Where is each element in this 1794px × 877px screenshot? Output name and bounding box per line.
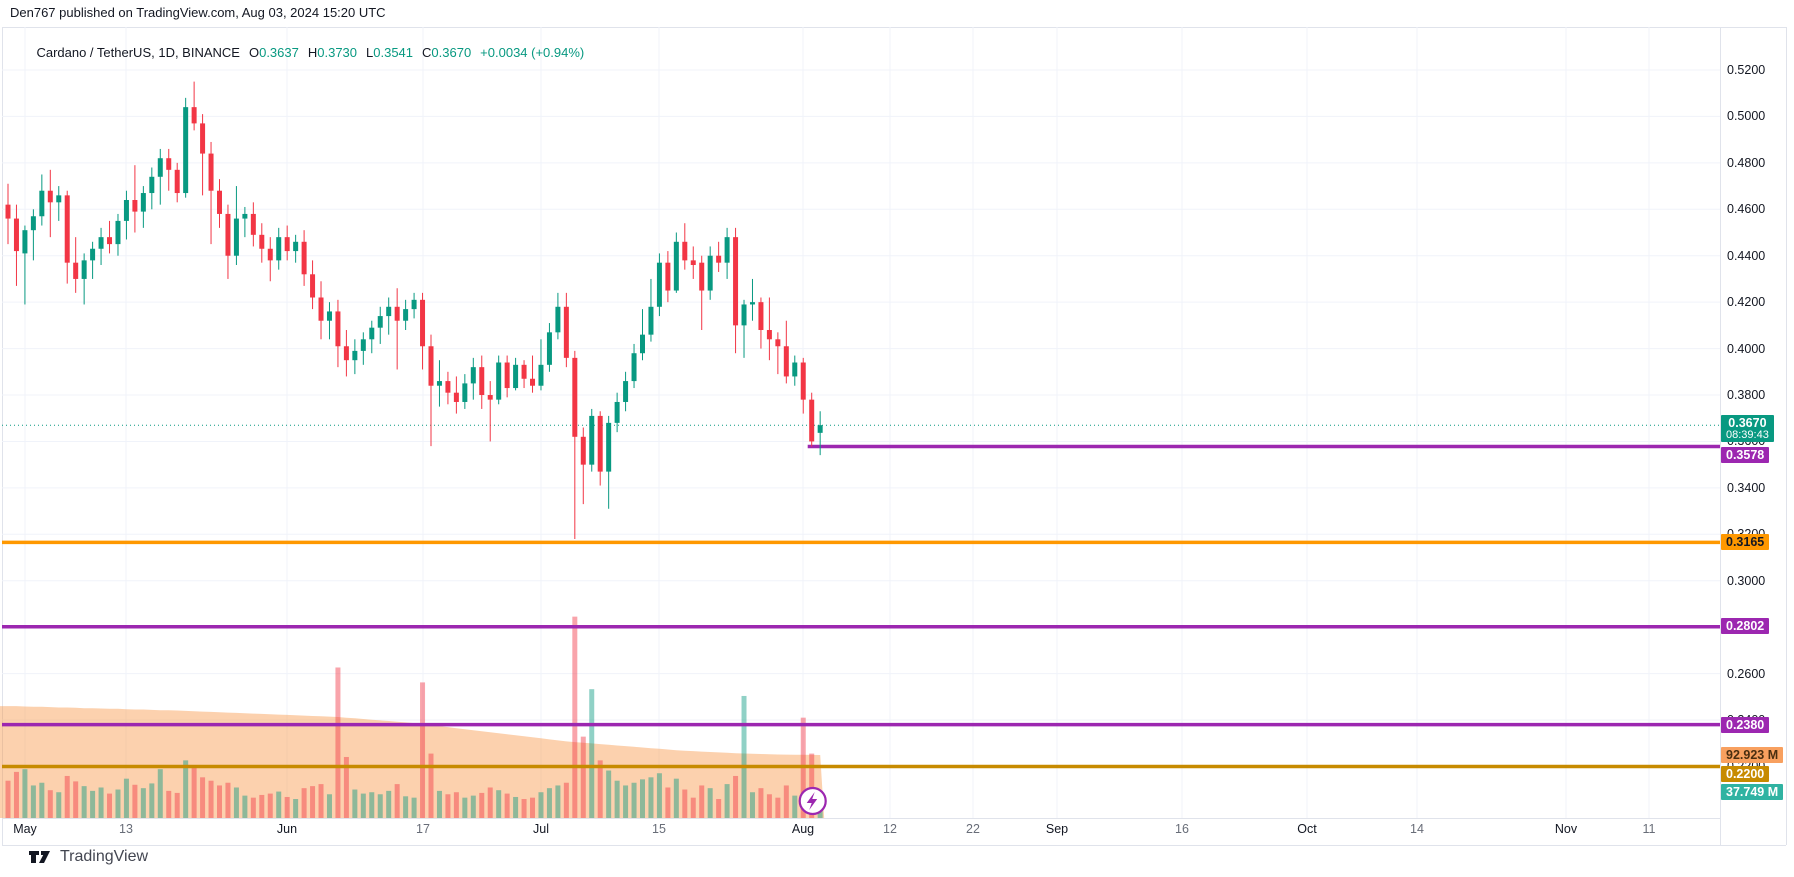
time-tick-22: 22	[966, 822, 980, 836]
axis-badge-0.2802: 0.2802	[1721, 617, 1770, 634]
flash-icon[interactable]	[798, 786, 827, 816]
axis-separator-vertical	[1720, 27, 1721, 845]
close-label: C	[422, 45, 432, 60]
time-tick-13: 13	[119, 822, 133, 836]
time-tick-Sep: Sep	[1045, 822, 1069, 836]
time-tick-14: 14	[1410, 822, 1424, 836]
time-tick-Nov: Nov	[1554, 822, 1578, 836]
axis-badge-0.3578: 0.3578	[1721, 446, 1770, 463]
price-tick-0.4200: 0.4200	[1727, 295, 1766, 310]
time-tick-Aug: Aug	[791, 822, 815, 836]
axis-badge-0.2380: 0.2380	[1721, 716, 1770, 733]
frame-bottom	[2, 845, 1786, 846]
level-lines[interactable]	[2, 444, 1720, 769]
axis-badge-37.749M: 37.749 M	[1721, 783, 1784, 800]
grid-lines	[2, 27, 1720, 818]
close-value: 0.3670	[431, 45, 472, 60]
time-tick-Jun: Jun	[276, 822, 298, 836]
low-label: L	[366, 45, 374, 60]
countdown-timer: 08:39:43	[1726, 428, 1769, 441]
volume-bars	[5, 616, 823, 818]
frame-left	[2, 27, 3, 845]
price-tick-0.4000: 0.4000	[1727, 341, 1766, 356]
change-value: +0.0034 (+0.94%)	[480, 45, 585, 60]
tradingview-logo[interactable]: TradingView	[28, 848, 148, 866]
axis-badge-92.923M: 92.923 M	[1721, 746, 1784, 763]
high-label: H	[307, 45, 318, 60]
axis-badge-0.2200: 0.2200	[1721, 765, 1770, 782]
time-tick-15: 15	[652, 822, 666, 836]
frame-right	[1786, 27, 1787, 845]
open-value: 0.3637	[259, 45, 299, 60]
price-tick-0.2600: 0.2600	[1727, 666, 1766, 681]
price-tick-0.4800: 0.4800	[1727, 155, 1766, 170]
axis-badge-0.3165: 0.3165	[1721, 533, 1770, 550]
time-tick-16: 16	[1175, 822, 1189, 836]
symbol-legend[interactable]: Cardano / TetherUS, 1D, BINANCE O0.3637 H0…	[22, 30, 584, 75]
axis-badge-0.3670: 0.3670 08:39:43	[1721, 414, 1774, 442]
publish-note: Den767 published on TradingView.com, Aug…	[10, 5, 386, 20]
price-tick-0.5000: 0.5000	[1727, 109, 1766, 124]
time-tick-Jul: Jul	[533, 822, 549, 836]
volume-ma-area	[0, 706, 825, 818]
price-tick-0.5200: 0.5200	[1727, 63, 1766, 77]
low-value: 0.3541	[373, 45, 414, 60]
time-tick-12: 12	[883, 822, 897, 836]
time-tick-Oct: Oct	[1297, 822, 1317, 836]
price-tick-0.3400: 0.3400	[1727, 480, 1766, 495]
price-tick-0.4400: 0.4400	[1727, 248, 1766, 263]
price-tick-0.3000: 0.3000	[1727, 573, 1766, 588]
open-label: O	[248, 45, 260, 60]
price-tick-0.4600: 0.4600	[1727, 202, 1766, 217]
symbol-title[interactable]: Cardano / TetherUS, 1D, BINANCE	[36, 45, 240, 60]
axis-separator-horizontal	[2, 818, 1720, 819]
time-tick-May: May	[13, 822, 37, 836]
price-tick-0.3800: 0.3800	[1727, 388, 1766, 402]
high-value: 0.3730	[317, 45, 358, 60]
tradingview-wordmark: TradingView	[60, 848, 149, 865]
time-tick-17: 17	[416, 822, 430, 836]
candles	[5, 81, 823, 539]
time-tick-11: 11	[1642, 822, 1656, 836]
tradingview-icon	[29, 851, 50, 863]
frame-top	[2, 27, 1786, 28]
